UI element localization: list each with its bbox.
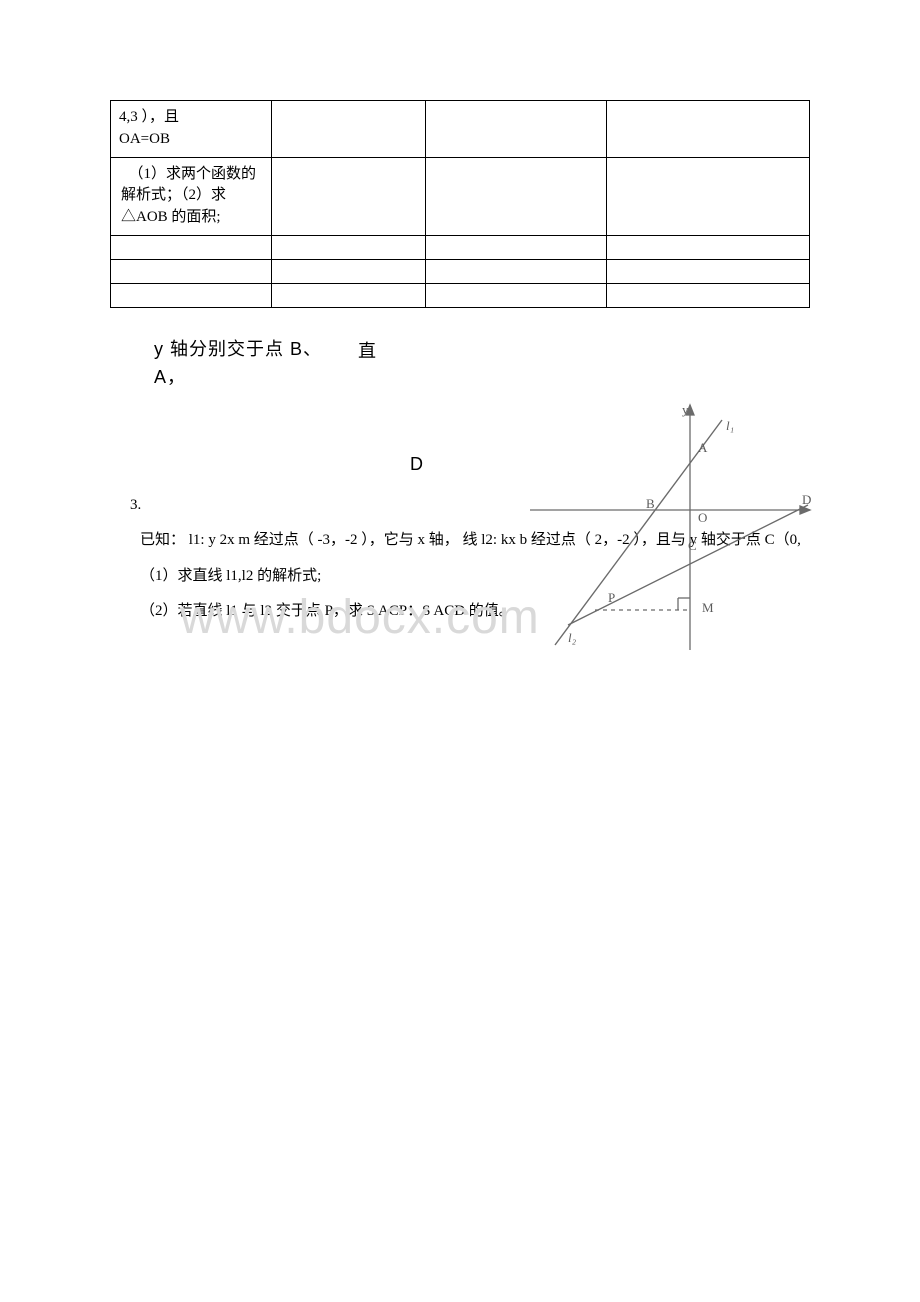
graph-svg: y l₁ l₂ A B C D O P M (530, 400, 820, 660)
svg-text:M: M (702, 600, 714, 615)
document-page: 4,3 ），且 OA=OB （1）求两个函数的解析式；（2）求△AOB 的面积; (0, 0, 920, 1175)
table-cell: 4,3 ），且 OA=OB (111, 101, 272, 158)
problem-table: 4,3 ），且 OA=OB （1）求两个函数的解析式；（2）求△AOB 的面积; (110, 100, 810, 308)
table-row: 4,3 ），且 OA=OB (111, 101, 810, 158)
fragment-text: A， (154, 367, 186, 387)
table-cell (425, 259, 607, 283)
svg-text:l₁: l₁ (726, 418, 734, 433)
table-cell (607, 259, 810, 283)
table-cell: （1）求两个函数的解析式；（2）求△AOB 的面积; (111, 157, 272, 235)
table-cell (271, 259, 425, 283)
table-cell (271, 157, 425, 235)
svg-text:l₂: l₂ (568, 630, 577, 645)
spacer (110, 635, 810, 1115)
table-row (111, 235, 810, 259)
table-cell (111, 259, 272, 283)
table-row: （1）求两个函数的解析式；（2）求△AOB 的面积; (111, 157, 810, 235)
fragment-text: y 轴分别交于点 B、 (154, 339, 322, 359)
table-cell (425, 235, 607, 259)
table-cell (111, 283, 272, 307)
svg-text:C: C (688, 538, 697, 553)
table-cell (607, 157, 810, 235)
table-cell (425, 157, 607, 235)
fragment-left: y 轴分别交于点 B、 A， (154, 336, 322, 392)
coordinate-graph: y l₁ l₂ A B C D O P M (530, 400, 820, 660)
table-cell (271, 101, 425, 158)
svg-text:B: B (646, 496, 655, 511)
fragment-mid: 直 (358, 336, 376, 363)
table-cell (271, 283, 425, 307)
table-cell (271, 235, 425, 259)
svg-text:O: O (698, 510, 707, 525)
svg-text:y: y (682, 402, 689, 417)
table-cell (607, 283, 810, 307)
table-cell (607, 235, 810, 259)
text-fragments: y 轴分别交于点 B、 A， 直 (154, 336, 810, 392)
svg-text:D: D (802, 492, 811, 507)
table-cell (425, 101, 607, 158)
table-row (111, 259, 810, 283)
svg-text:A: A (698, 440, 708, 455)
table-cell (425, 283, 607, 307)
table-row (111, 283, 810, 307)
table-cell (607, 101, 810, 158)
svg-text:P: P (608, 590, 615, 605)
table-cell (111, 235, 272, 259)
